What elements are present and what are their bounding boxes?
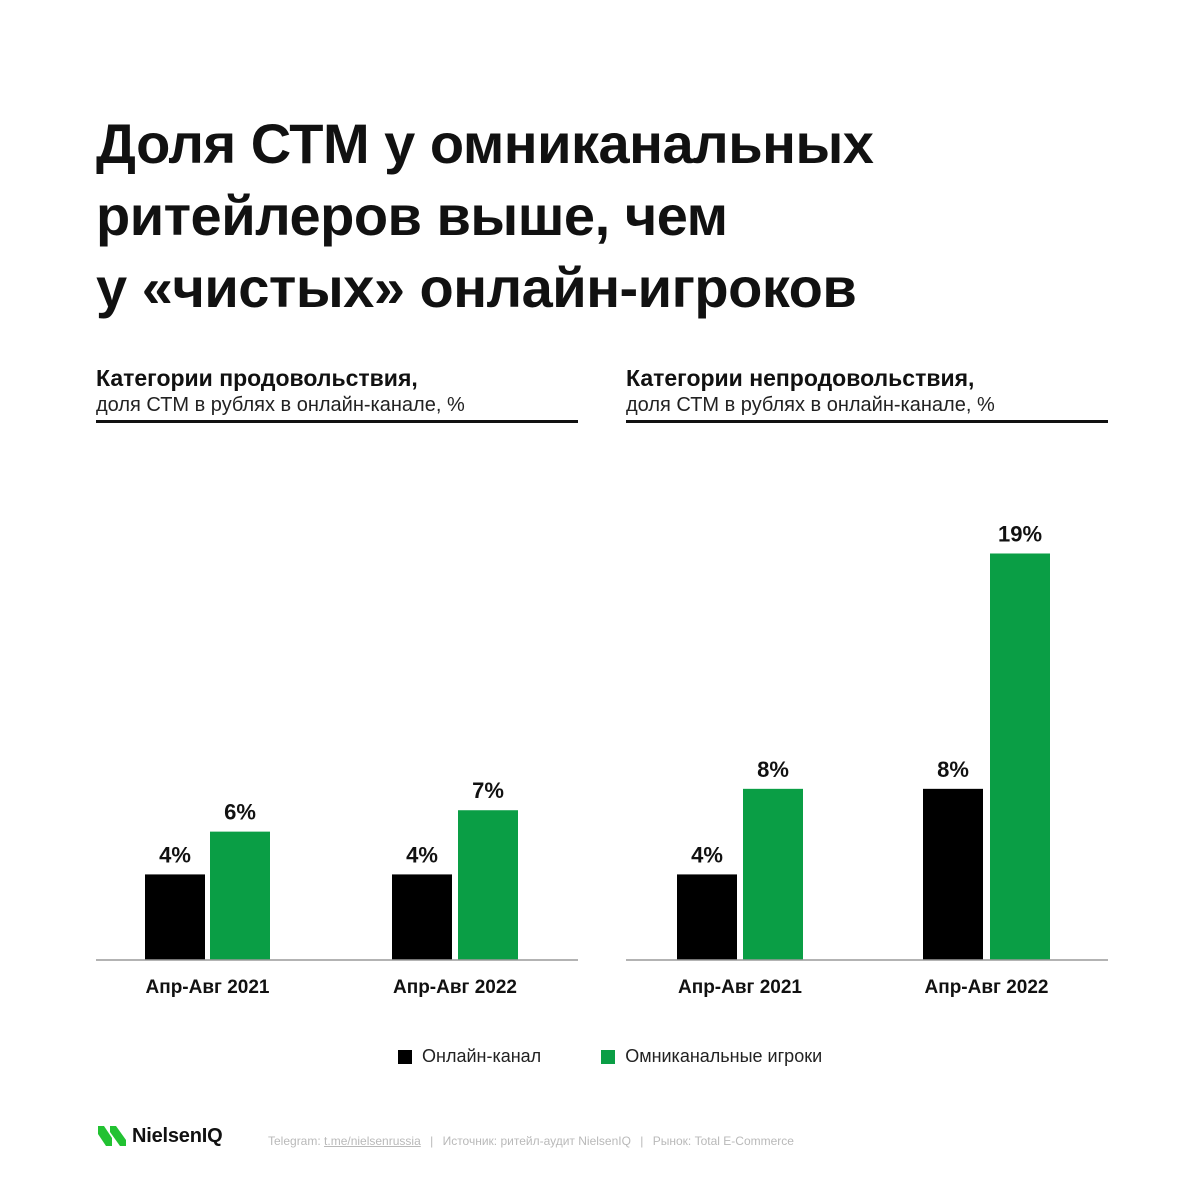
page-title-line: у «чистых» онлайн-игроков	[96, 256, 857, 319]
food-data-label-online-2: 4%	[406, 842, 438, 867]
legend-label-online: Онлайн-канал	[422, 1046, 542, 1066]
nonfood-data-label-omni-2: 19%	[998, 521, 1042, 546]
nielseniq-logo-text: NielsenIQ	[132, 1124, 223, 1147]
nielseniq-logo: NielsenIQ	[98, 1124, 223, 1148]
food-bar-omni-2	[458, 810, 518, 960]
nonfood-category-label-2: Апр-Авг 2022	[925, 977, 1049, 998]
page-title-line: Доля СТМ у омниканальных	[96, 112, 874, 175]
food-category-label-2: Апр-Авг 2022	[393, 977, 517, 998]
nielseniq-logo-icon	[98, 1126, 126, 1146]
footer-telegram-link[interactable]: t.me/nielsenrussia	[324, 1134, 421, 1148]
legend-item-omni: Омниканальные игроки	[601, 1046, 822, 1067]
food-panel-rule	[96, 420, 578, 423]
nonfood-panel-title: Категории непродовольствия,	[626, 365, 975, 391]
nonfood-panel-header: Категории непродовольствия, доля СТМ в р…	[626, 364, 1108, 423]
footer-source: Telegram: t.me/nielsenrussia | Источник:…	[268, 1134, 794, 1148]
nonfood-panel-subtitle: доля СТМ в рублях в онлайн-канале, %	[626, 394, 995, 416]
nonfood-bar-omni-2	[990, 553, 1050, 960]
food-bar-online-2	[392, 874, 452, 960]
footer-source-text: Источник: ритейл-аудит NielsenIQ	[442, 1134, 631, 1148]
page-title-line: ритейлеров выше, чем	[96, 184, 728, 247]
footer-separator: |	[430, 1134, 434, 1148]
nonfood-data-label-online-1: 4%	[691, 842, 723, 867]
food-panel-header: Категории продовольствия, доля СТМ в руб…	[96, 364, 578, 423]
food-panel-title: Категории продовольствия,	[96, 365, 418, 391]
nonfood-bar-online-2	[923, 788, 983, 960]
footer-telegram-label: Telegram:	[268, 1134, 321, 1148]
nonfood-bar-omni-1	[743, 788, 803, 960]
nonfood-bar-online-1	[677, 874, 737, 960]
footer-separator: |	[640, 1134, 644, 1148]
food-data-label-omni-2: 7%	[472, 778, 504, 803]
nonfood-data-label-online-2: 8%	[937, 757, 969, 782]
nonfood-panel-rule	[626, 420, 1108, 423]
food-bar-omni-1	[210, 831, 270, 960]
page-title: Доля СТМ у омниканальных ритейлеров выше…	[96, 108, 1116, 324]
nonfood-data-label-omni-1: 8%	[757, 757, 789, 782]
legend-label-omni: Омниканальные игроки	[625, 1046, 823, 1066]
footer-market-text: Рынок: Total E-Commerce	[652, 1134, 794, 1148]
food-data-label-online-1: 4%	[159, 842, 191, 867]
legend-swatch-online	[398, 1049, 412, 1064]
food-data-label-omni-1: 6%	[224, 800, 256, 825]
food-panel-subtitle: доля СТМ в рублях в онлайн-канале, %	[96, 394, 465, 416]
food-category-label-1: Апр-Авг 2021	[146, 977, 270, 998]
legend-swatch-omni	[601, 1049, 616, 1064]
legend-item-online: Онлайн-канал	[398, 1046, 541, 1067]
nonfood-category-label-1: Апр-Авг 2021	[678, 977, 802, 998]
food-bar-online-1	[145, 874, 205, 960]
legend: Онлайн-канал Омниканальные игроки	[398, 1046, 822, 1067]
